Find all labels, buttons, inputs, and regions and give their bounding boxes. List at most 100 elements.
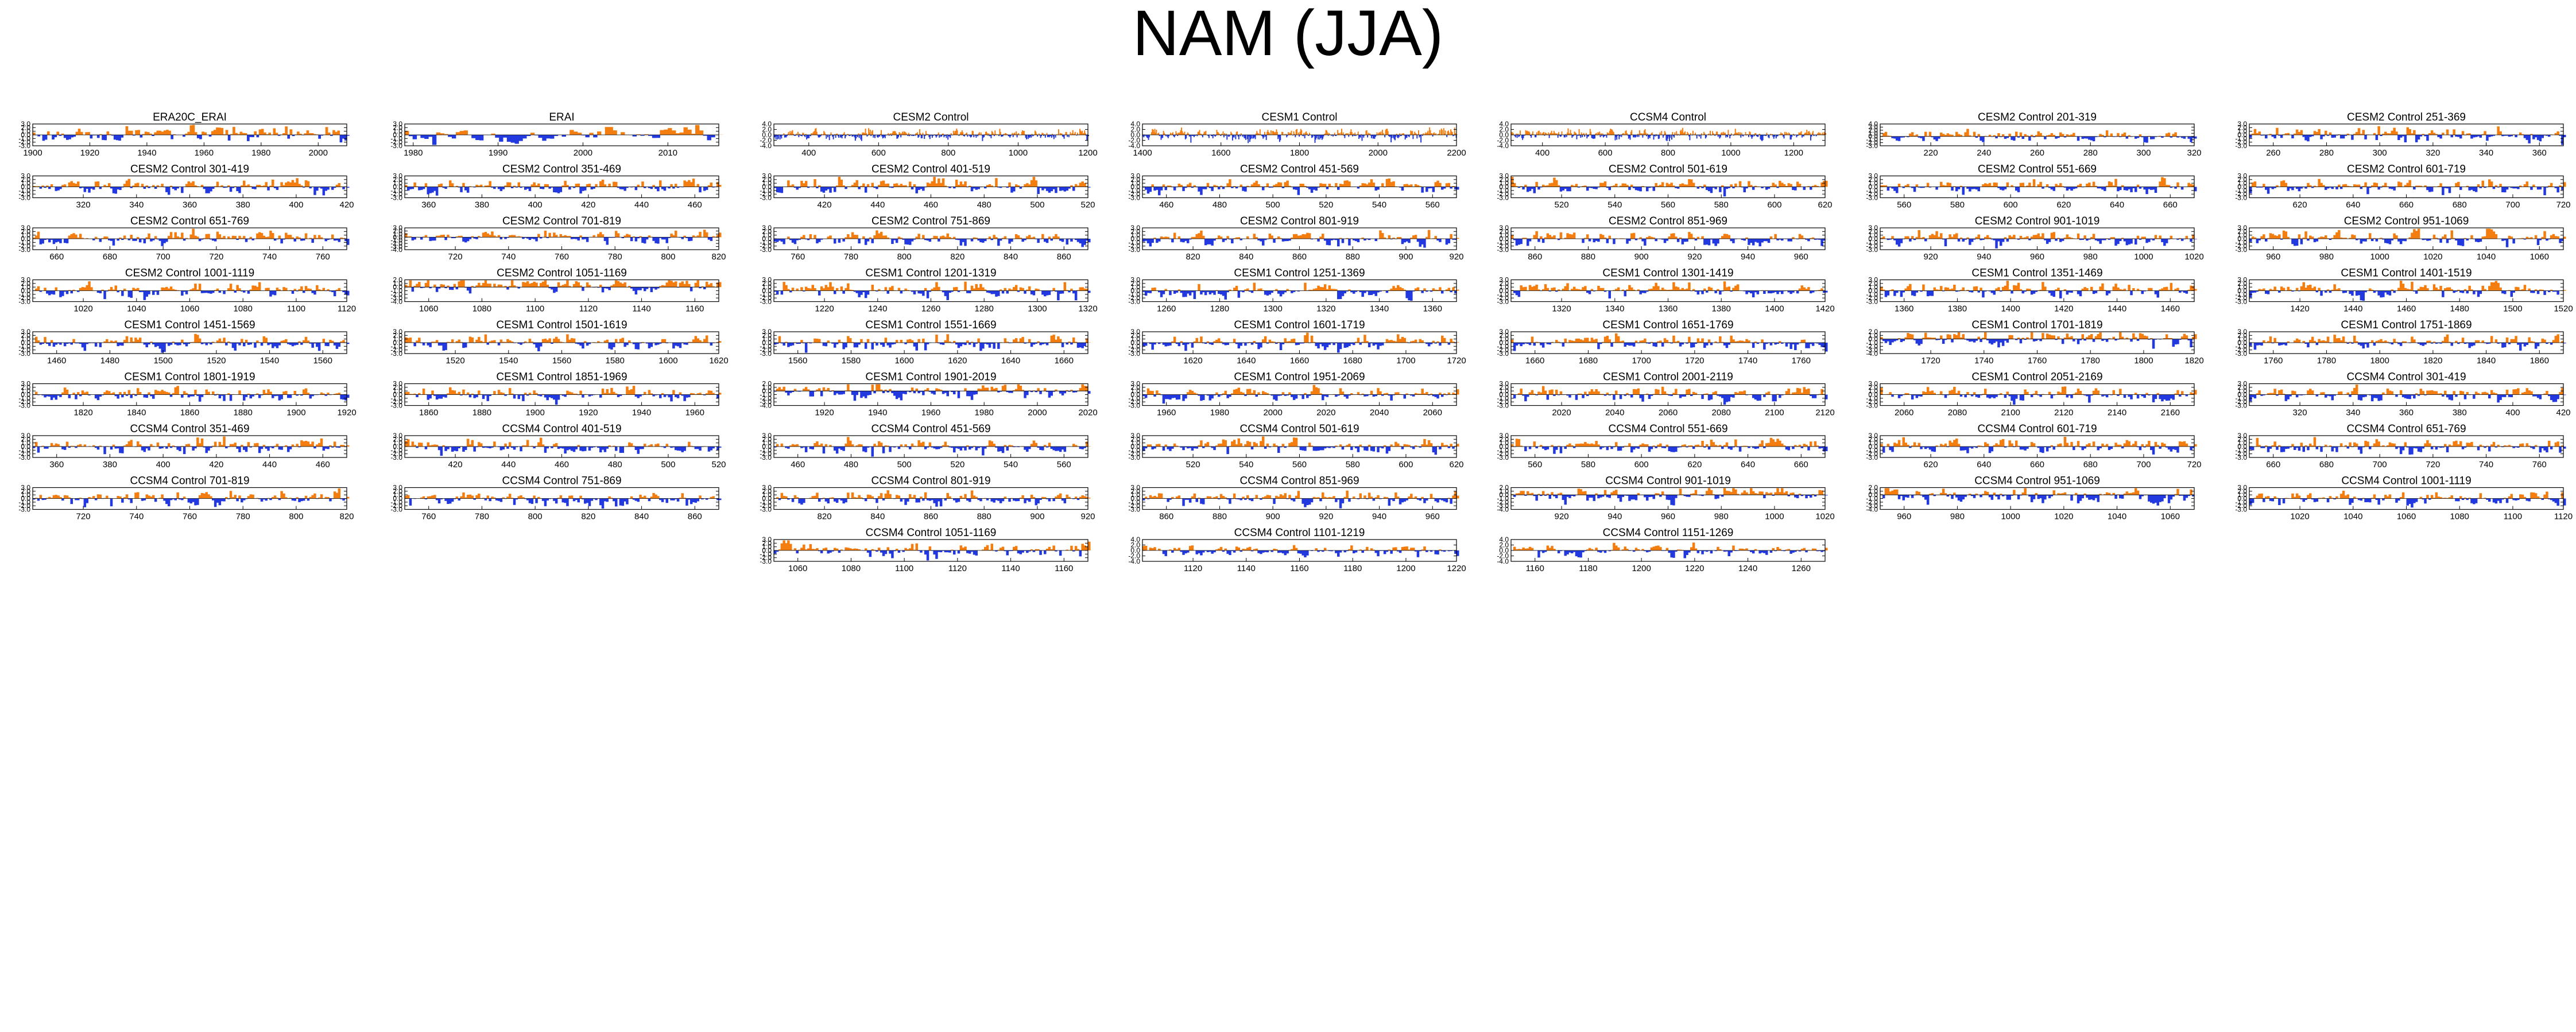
panel-50: CCSM4 Control 701-819 3.02.01.00.0-1.0-2.… [18, 475, 354, 522]
panel-20: CESM2 Control 901-1019 3.02.01.00.0-1.0-2… [1866, 215, 2203, 262]
positive-area [405, 230, 722, 238]
negative-area [2249, 498, 2566, 508]
positive-area [33, 228, 345, 239]
y-tick-label: 2.0 [1130, 176, 1140, 184]
panel-7: CESM2 Control 251-369 3.02.01.00.0-1.0-2.… [2235, 111, 2566, 158]
panel-title: CESM2 Control 1001-1119 [125, 267, 254, 280]
x-tick-label: 520 [1555, 200, 1569, 210]
y-tick-label: 2.0 [393, 227, 402, 235]
panel-title: CESM2 Control 251-369 [2347, 111, 2466, 123]
y-tick-label: 0.0 [1130, 391, 1140, 399]
y-tick-label: -2.0 [1497, 498, 1509, 506]
positive-area [1880, 332, 2197, 339]
x-tick-label: 2060 [1895, 408, 1913, 418]
negative-area [1882, 447, 2195, 455]
y-tick-label: 3.0 [1130, 224, 1140, 232]
y-tick-label: -1.0 [760, 498, 772, 506]
x-tick-label: 2020 [1078, 408, 1097, 418]
x-tick-label: 520 [711, 460, 726, 470]
y-tick-label: 2.0 [393, 276, 402, 284]
x-tick-label: 400 [289, 200, 303, 210]
x-tick-label: 1760 [1792, 356, 1811, 366]
x-tick-label: 900 [1634, 252, 1649, 262]
y-tick-label: 2.0 [1499, 331, 1509, 339]
x-tick-label: 520 [1319, 200, 1333, 210]
x-tick-label: 1260 [921, 304, 940, 314]
panel-15: CESM2 Control 651-769 3.02.01.00.0-1.0-2.… [18, 215, 350, 262]
panel-title: CESM2 Control 351-469 [502, 164, 621, 176]
y-tick-label: 0.0 [1868, 391, 1878, 399]
x-tick-label: 1520 [207, 356, 226, 366]
x-tick-label: 1140 [1001, 564, 1020, 573]
x-tick-label: 660 [1794, 460, 1808, 470]
y-tick-label: 2.0 [1130, 331, 1140, 339]
y-tick-label: 1.0 [1868, 283, 1878, 291]
y-tick-label: 1.0 [393, 387, 402, 395]
x-tick-label: 1280 [1210, 304, 1229, 314]
positive-area [405, 492, 717, 499]
x-tick-label: 640 [2346, 200, 2360, 210]
x-tick-label: 920 [1449, 252, 1463, 262]
x-tick-label: 1940 [137, 148, 156, 158]
x-tick-label: 720 [76, 512, 91, 522]
y-tick-label: 3.0 [1868, 123, 1878, 131]
x-tick-label: 1740 [1974, 356, 1993, 366]
y-tick-label: 1.0 [762, 439, 772, 447]
y-tick-label: 3.0 [21, 172, 30, 180]
x-tick-label: 840 [1004, 252, 1018, 262]
y-tick-label: -1.0 [1128, 498, 1140, 506]
x-tick-label: 900 [1030, 512, 1044, 522]
panel-14: CESM2 Control 601-719 3.02.01.00.0-1.0-2.… [2235, 164, 2570, 210]
panel-title: CESM2 Control 751-869 [871, 215, 990, 227]
y-tick-label: 3.0 [1499, 432, 1509, 440]
x-tick-label: 420 [339, 200, 354, 210]
x-tick-label: 600 [1598, 148, 1613, 158]
y-tick-label: -3.0 [1497, 194, 1509, 202]
x-tick-label: 1960 [1157, 408, 1176, 418]
x-tick-label: 660 [2266, 460, 2280, 470]
x-tick-label: 1120 [338, 304, 356, 314]
y-tick-label: 3.0 [393, 380, 402, 388]
y-tick-label: -3.0 [760, 246, 772, 254]
panel-title: CESM2 Control 551-669 [1978, 164, 2097, 176]
negative-area [1513, 495, 1828, 506]
x-tick-label: 2060 [1659, 408, 1678, 418]
y-tick-label: 0.0 [1868, 443, 1878, 451]
positive-area [783, 177, 1088, 187]
positive-area [1880, 437, 2197, 447]
negative-area [2249, 394, 2566, 403]
x-tick-label: 1920 [579, 408, 598, 418]
negative-area [774, 290, 1091, 301]
positive-area [34, 386, 341, 395]
negative-area [1533, 550, 1826, 558]
y-tick-label: 1.0 [1130, 179, 1140, 187]
y-tick-label: -3.0 [390, 350, 402, 358]
x-tick-label: 880 [1581, 252, 1595, 262]
x-tick-label: 420 [581, 200, 595, 210]
y-tick-label: 3.0 [21, 484, 30, 492]
y-tick-label: 3.0 [2237, 276, 2247, 284]
y-tick-label: 3.0 [1499, 328, 1509, 336]
x-tick-label: 660 [2399, 200, 2414, 210]
x-tick-label: 1560 [788, 356, 807, 366]
x-tick-label: 1060 [2397, 512, 2416, 522]
positive-area [2251, 126, 2559, 135]
positive-area [34, 488, 350, 499]
y-tick-label: 0.0 [1499, 183, 1509, 191]
x-tick-label: 1160 [685, 304, 704, 314]
y-tick-label: -2.0 [18, 294, 30, 302]
y-tick-label: -1.0 [18, 342, 30, 350]
panel-title: CESM1 Control 2001-2119 [1603, 371, 1733, 383]
x-tick-label: 1000 [2370, 252, 2389, 262]
x-tick-label: 1260 [1792, 564, 1811, 573]
x-tick-label: 460 [924, 200, 938, 210]
positive-area [34, 333, 345, 343]
y-tick-label: 3.0 [762, 484, 772, 492]
y-tick-label: 1.0 [393, 127, 402, 135]
y-tick-label: -2.0 [390, 398, 402, 406]
y-tick-label: -1.0 [2235, 394, 2247, 402]
x-tick-label: 2000 [309, 148, 328, 158]
panel-19: CESM2 Control 851-969 3.02.01.00.0-1.0-2.… [1497, 215, 1828, 262]
y-tick-label: 1.0 [1130, 283, 1140, 291]
